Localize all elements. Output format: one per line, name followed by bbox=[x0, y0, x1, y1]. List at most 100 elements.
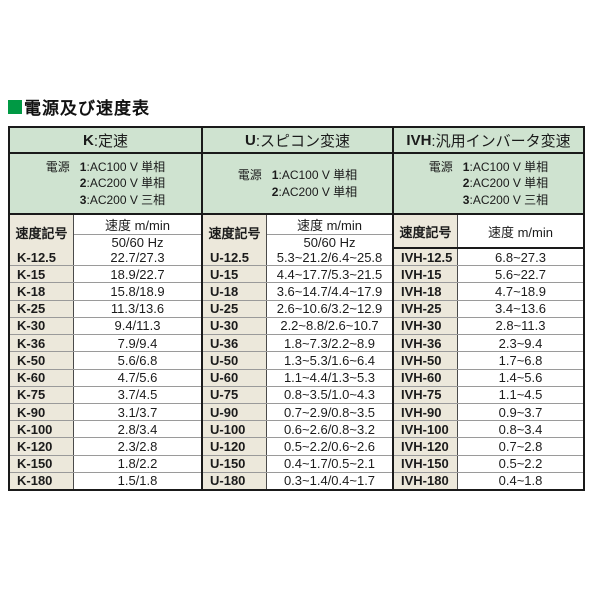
speed-code-cell: K-75 bbox=[10, 386, 74, 403]
table-row: U-50 1.3~5.3/1.6~6.4 bbox=[203, 351, 392, 369]
speed-code-cell: K-120 bbox=[10, 438, 74, 455]
power-line: 3:AC200 V 三相 bbox=[46, 192, 165, 209]
table-row: K-15 18.9/22.7 bbox=[10, 265, 201, 283]
power-option-text: :AC200 V 三相 bbox=[86, 192, 166, 207]
table-row: U-15 4.4~17.7/5.3~21.5 bbox=[203, 265, 392, 283]
speed-value-cell: 0.5~2.2/0.6~2.6 bbox=[283, 439, 376, 455]
speed-code-cell: U-36 bbox=[203, 335, 267, 352]
speed-code-cell: K-90 bbox=[10, 403, 74, 421]
table-row: U-36 1.8~7.3/2.2~8.9 bbox=[203, 334, 392, 352]
speed-code-cell: U-15 bbox=[203, 266, 267, 283]
speed-value-header: 速度 m/min 50/60 Hz bbox=[267, 215, 392, 250]
speed-unit-label: 速度 m/min bbox=[74, 215, 201, 235]
section-k-subheader: 速度記号 速度 m/min 50/60 Hz bbox=[10, 215, 201, 250]
table-row: K-25 11.3/13.6 bbox=[10, 299, 201, 317]
table-row: K-30 9.4/11.3 bbox=[10, 316, 201, 335]
speed-value-cell: 3.7/4.5 bbox=[117, 387, 158, 403]
speed-value-cell: 5.3~21.2/6.4~25.8 bbox=[276, 249, 383, 265]
table-row: IVH-120 0.7~2.8 bbox=[394, 437, 583, 455]
section-u-power: 電源 1:AC100 V 単相 2:AC200 V 単相 bbox=[203, 154, 392, 215]
speed-code-cell: U-90 bbox=[203, 403, 267, 421]
speed-value-cell: 2.3~9.4 bbox=[498, 335, 543, 351]
square-bullet-icon bbox=[8, 99, 22, 114]
speed-unit-label: 速度 m/min bbox=[487, 224, 553, 240]
power-option-number: 3 bbox=[462, 192, 470, 207]
power-lines: 電源 1:AC100 V 単相 2:AC200 V 単相 3:AC200 V 三相 bbox=[46, 159, 165, 209]
table-row: IVH-100 0.8~3.4 bbox=[394, 420, 583, 438]
speed-code-cell: U-25 bbox=[203, 300, 267, 317]
speed-value-cell: 22.7/27.3 bbox=[110, 249, 165, 265]
speed-value-cell: 0.8~3.5/1.0~4.3 bbox=[283, 387, 376, 403]
section-ivh-header: IVH:汎用インバータ変速 bbox=[394, 128, 583, 154]
section-ivh-code: IVH bbox=[406, 131, 432, 149]
speed-code-cell: U-60 bbox=[203, 369, 267, 386]
speed-value-cell: 6.8~27.3 bbox=[495, 249, 546, 265]
table-row: IVH-12.5 6.8~27.3 bbox=[394, 249, 583, 266]
power-option-text: :AC200 V 三相 bbox=[469, 192, 549, 207]
table-row: IVH-180 0.4~1.8 bbox=[394, 471, 583, 490]
power-option-number: 2 bbox=[462, 176, 470, 191]
power-option-text: :AC200 V 単相 bbox=[86, 176, 166, 191]
power-option-text: :AC100 V 単相 bbox=[278, 168, 358, 182]
speed-code-cell: K-100 bbox=[10, 421, 74, 438]
table-row: K-100 2.8/3.4 bbox=[10, 420, 201, 438]
speed-value-cell: 0.5~2.2 bbox=[498, 456, 543, 472]
speed-code-cell: U-100 bbox=[203, 421, 267, 438]
speed-code-cell: IVH-120 bbox=[394, 438, 458, 455]
table-row: U-120 0.5~2.2/0.6~2.6 bbox=[203, 437, 392, 455]
section-k-code: K bbox=[82, 131, 94, 149]
power-source-label bbox=[238, 184, 272, 201]
table-row: U-90 0.7~2.9/0.8~3.5 bbox=[203, 402, 392, 421]
speed-code-cell: K-18 bbox=[10, 283, 74, 300]
speed-code-cell: IVH-30 bbox=[394, 317, 458, 335]
speed-value-cell: 1.1~4.5 bbox=[498, 387, 543, 403]
power-option-text: :AC100 V 単相 bbox=[86, 159, 166, 174]
speed-code-cell: K-50 bbox=[10, 352, 74, 369]
speed-value-cell: 0.8~3.4 bbox=[498, 421, 543, 437]
speed-value-cell: 5.6~22.7 bbox=[495, 266, 546, 282]
section-ivh: IVH:汎用インバータ変速 電源 1:AC100 V 単相 2:AC200 V 単相… bbox=[392, 128, 583, 490]
speed-value-cell: 1.1~4.4/1.3~5.3 bbox=[283, 370, 376, 386]
table-row: U-12.5 5.3~21.2/6.4~25.8 bbox=[203, 249, 392, 266]
speed-value-cell: 1.8~7.3/2.2~8.9 bbox=[283, 335, 376, 351]
table-row: IVH-30 2.8~11.3 bbox=[394, 316, 583, 335]
power-option-number: 1 bbox=[462, 159, 470, 174]
section-u-code: U bbox=[244, 131, 256, 149]
power-source-label: 電源 bbox=[237, 168, 262, 182]
speed-code-cell: K-150 bbox=[10, 455, 74, 472]
table-row: IVH-75 1.1~4.5 bbox=[394, 385, 583, 403]
speed-code-cell: U-50 bbox=[203, 352, 267, 369]
speed-code-cell: U-75 bbox=[203, 386, 267, 403]
speed-value-header: 速度 m/min bbox=[458, 215, 583, 247]
power-source-label: 電源 bbox=[45, 159, 70, 174]
speed-code-cell: K-60 bbox=[10, 369, 74, 386]
speed-value-cell: 4.7/5.6 bbox=[117, 370, 158, 386]
speed-code-cell: K-36 bbox=[10, 335, 74, 352]
table-row: IVH-60 1.4~5.6 bbox=[394, 368, 583, 386]
speed-code-header: 速度記号 bbox=[394, 215, 458, 247]
power-line: 電源 1:AC100 V 単相 bbox=[238, 167, 357, 184]
power-source-label bbox=[429, 175, 463, 192]
power-option-number: 1 bbox=[271, 168, 279, 182]
power-line: 3:AC200 V 三相 bbox=[429, 192, 548, 209]
table-row: K-120 2.3/2.8 bbox=[10, 437, 201, 455]
power-option-text: :AC100 V 単相 bbox=[469, 159, 549, 174]
speed-code-cell: U-30 bbox=[203, 317, 267, 335]
speed-code-cell: K-12.5 bbox=[10, 249, 74, 266]
table-row: IVH-150 0.5~2.2 bbox=[394, 454, 583, 472]
speed-code-cell: IVH-150 bbox=[394, 455, 458, 472]
speed-code-cell: U-12.5 bbox=[203, 249, 267, 266]
section-k: K:定速 電源 1:AC100 V 単相 2:AC200 V 単相 3:AC200 V… bbox=[10, 128, 201, 490]
speed-value-cell: 11.3/13.6 bbox=[110, 301, 165, 317]
section-u-subheader: 速度記号 速度 m/min 50/60 Hz bbox=[203, 215, 392, 250]
power-source-label bbox=[429, 192, 463, 209]
table-row: U-150 0.4~1.7/0.5~2.1 bbox=[203, 454, 392, 472]
power-speed-table: K:定速 電源 1:AC100 V 単相 2:AC200 V 単相 3:AC200 V… bbox=[8, 126, 585, 491]
speed-value-cell: 2.2~8.8/2.6~10.7 bbox=[280, 318, 379, 334]
table-row: IVH-36 2.3~9.4 bbox=[394, 334, 583, 352]
table-row: U-18 3.6~14.7/4.4~17.9 bbox=[203, 282, 392, 300]
speed-value-cell: 3.4~13.6 bbox=[495, 301, 546, 317]
speed-value-cell: 0.4~1.8 bbox=[498, 473, 543, 489]
power-lines: 電源 1:AC100 V 単相 2:AC200 V 単相 bbox=[238, 167, 357, 200]
section-ivh-desc: :汎用インバータ変速 bbox=[431, 132, 571, 150]
